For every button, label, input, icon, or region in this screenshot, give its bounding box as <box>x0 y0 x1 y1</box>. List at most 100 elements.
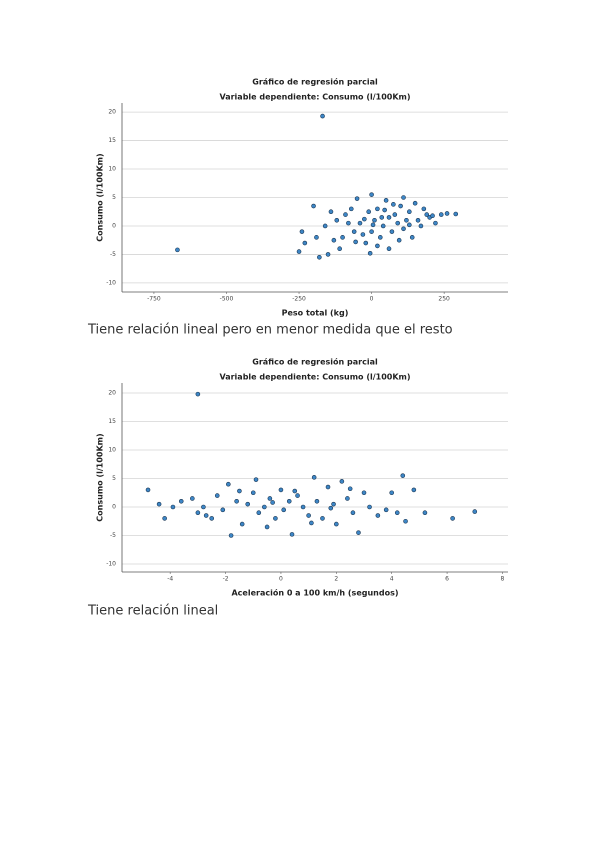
scatter-point <box>389 229 395 234</box>
scatter-point <box>195 510 201 516</box>
scatter-point <box>353 239 358 245</box>
scatter-point <box>395 220 401 226</box>
chart-subtitle: Variable dependiente: Consumo (l/100Km) <box>219 373 410 382</box>
scatter-point <box>351 229 357 234</box>
scatter-point <box>412 200 418 206</box>
x-tick-label: -500 <box>220 296 234 303</box>
y-tick-label: 0 <box>112 222 116 229</box>
scatter-point <box>299 229 305 234</box>
scatter-point <box>375 243 380 249</box>
scatter-point <box>372 217 377 223</box>
scatter-point <box>392 212 398 217</box>
scatter-point <box>234 499 239 504</box>
scatter-point <box>334 521 339 527</box>
scatter-point <box>379 215 385 220</box>
scatter-point <box>190 496 195 501</box>
chart-title: Gráfico de regresión parcial <box>252 77 378 87</box>
scatter-point <box>296 249 302 254</box>
scatter-point <box>178 499 184 504</box>
scatter-point <box>328 209 334 215</box>
scatter-point <box>411 487 417 493</box>
scatter-point <box>339 479 345 484</box>
scatter-point <box>311 203 316 209</box>
x-axis-label: Peso total (kg) <box>282 309 349 318</box>
caption: Tiene relación lineal pero en menor medi… <box>87 323 453 338</box>
x-tick-label: -2 <box>223 576 229 583</box>
scatter-point <box>367 504 372 510</box>
scatter-point <box>334 217 340 223</box>
scatter-point <box>320 516 325 521</box>
scatter-point <box>175 247 180 253</box>
scatter-point <box>237 488 242 494</box>
scatter-point <box>253 477 259 482</box>
scatter-point <box>403 518 408 524</box>
x-tick-label: -4 <box>167 576 173 583</box>
scatter-point <box>239 521 245 527</box>
scatter-point <box>317 254 322 260</box>
scatter-point <box>433 220 438 226</box>
x-tick-label: 2 <box>334 576 338 583</box>
scatter-point <box>450 516 455 521</box>
scatter-point <box>346 220 351 226</box>
y-axis-label: Consumo (l/100Km) <box>96 153 105 241</box>
x-tick-label: 6 <box>445 576 449 583</box>
scatter-point <box>145 487 151 493</box>
scatter-point <box>201 504 206 510</box>
scatter-point <box>375 513 381 518</box>
scatter-point <box>378 235 383 240</box>
scatter-point <box>228 533 234 538</box>
scatter-point <box>331 501 336 507</box>
scatter-point <box>389 490 395 496</box>
scatter-point <box>295 493 300 498</box>
y-tick-label: 5 <box>112 194 116 201</box>
scatter-point <box>438 212 444 217</box>
y-tick-label: -10 <box>106 561 116 568</box>
scatter-point <box>343 212 348 217</box>
y-tick-label: 20 <box>108 109 116 116</box>
scatter-point <box>401 195 406 200</box>
scatter-point <box>370 222 376 228</box>
scatter-point <box>325 484 331 490</box>
scatter-point <box>214 493 220 498</box>
y-tick-label: -10 <box>106 279 116 286</box>
scatter-point <box>360 232 366 237</box>
scatter-point <box>418 223 424 229</box>
scatter-point <box>300 504 306 510</box>
scatter-point <box>292 488 298 494</box>
y-tick-label: -5 <box>110 532 116 539</box>
scatter-point <box>386 215 392 220</box>
scatter-point <box>354 196 360 201</box>
x-tick-label: 0 <box>279 576 283 583</box>
x-tick-label: 250 <box>438 296 450 303</box>
scatter-point <box>170 504 176 510</box>
scatter-point <box>220 507 226 513</box>
x-tick-label: 0 <box>370 296 374 303</box>
scatter-point <box>380 223 386 229</box>
scatter-point <box>286 499 292 504</box>
scatter-point <box>391 202 396 207</box>
scatter-point <box>382 207 387 213</box>
x-tick-label: 8 <box>501 576 505 583</box>
scatter-point <box>369 229 374 234</box>
scatter-point <box>421 206 427 212</box>
scatter-point <box>348 206 354 212</box>
scatter-point <box>356 530 361 535</box>
scatter-point <box>375 206 380 212</box>
x-tick-label: -750 <box>147 296 161 303</box>
scatter-point <box>453 211 459 217</box>
scatter-point <box>311 475 317 480</box>
scatter-point <box>156 501 162 507</box>
scatter-point <box>401 226 406 232</box>
scatter-point <box>281 507 287 513</box>
scatter-point <box>314 499 320 504</box>
scatter-point <box>415 217 421 223</box>
scatter-point <box>347 486 353 492</box>
scatter-point <box>289 532 295 537</box>
scatter-point <box>345 496 350 501</box>
y-tick-label: 10 <box>108 446 116 453</box>
scatter-point <box>362 216 367 222</box>
scatter-point <box>309 520 314 526</box>
y-tick-label: 5 <box>112 475 116 482</box>
scatter-point <box>369 192 374 197</box>
x-axis-label: Aceleración 0 a 100 km/h (segundos) <box>231 588 398 598</box>
